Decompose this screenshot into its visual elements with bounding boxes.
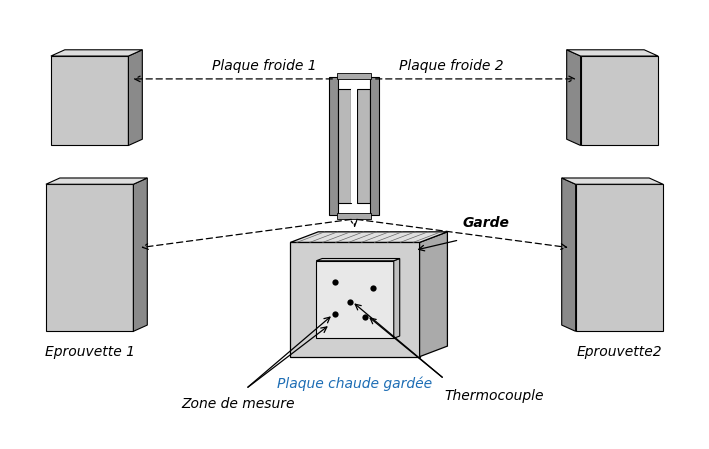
Text: Eprouvette2: Eprouvette2 <box>576 345 662 359</box>
Polygon shape <box>562 178 576 331</box>
Text: Thermocouple: Thermocouple <box>445 389 544 403</box>
Polygon shape <box>357 89 370 203</box>
Polygon shape <box>316 261 393 338</box>
Polygon shape <box>420 232 447 357</box>
Text: Garde: Garde <box>462 216 509 230</box>
Polygon shape <box>370 77 379 215</box>
Text: Eprouvette 1: Eprouvette 1 <box>45 345 135 359</box>
Polygon shape <box>291 242 420 357</box>
Text: Plaque froide 2: Plaque froide 2 <box>399 59 503 73</box>
Polygon shape <box>576 184 663 331</box>
Polygon shape <box>581 56 658 145</box>
Bar <box>337 73 371 79</box>
Polygon shape <box>133 178 147 331</box>
Polygon shape <box>128 50 143 145</box>
Text: Plaque froide 1: Plaque froide 1 <box>212 59 317 73</box>
Polygon shape <box>562 178 663 184</box>
Polygon shape <box>566 50 658 56</box>
Polygon shape <box>291 232 447 242</box>
Polygon shape <box>316 259 400 261</box>
Polygon shape <box>338 89 351 203</box>
Text: Zone de mesure: Zone de mesure <box>181 397 294 411</box>
Polygon shape <box>393 259 400 338</box>
Polygon shape <box>46 178 147 184</box>
Polygon shape <box>51 56 128 145</box>
Polygon shape <box>329 77 338 215</box>
Text: Plaque chaude gardée: Plaque chaude gardée <box>277 377 432 391</box>
Polygon shape <box>51 50 143 56</box>
Bar <box>337 213 371 219</box>
Polygon shape <box>46 184 133 331</box>
Polygon shape <box>566 50 581 145</box>
Bar <box>351 89 357 203</box>
